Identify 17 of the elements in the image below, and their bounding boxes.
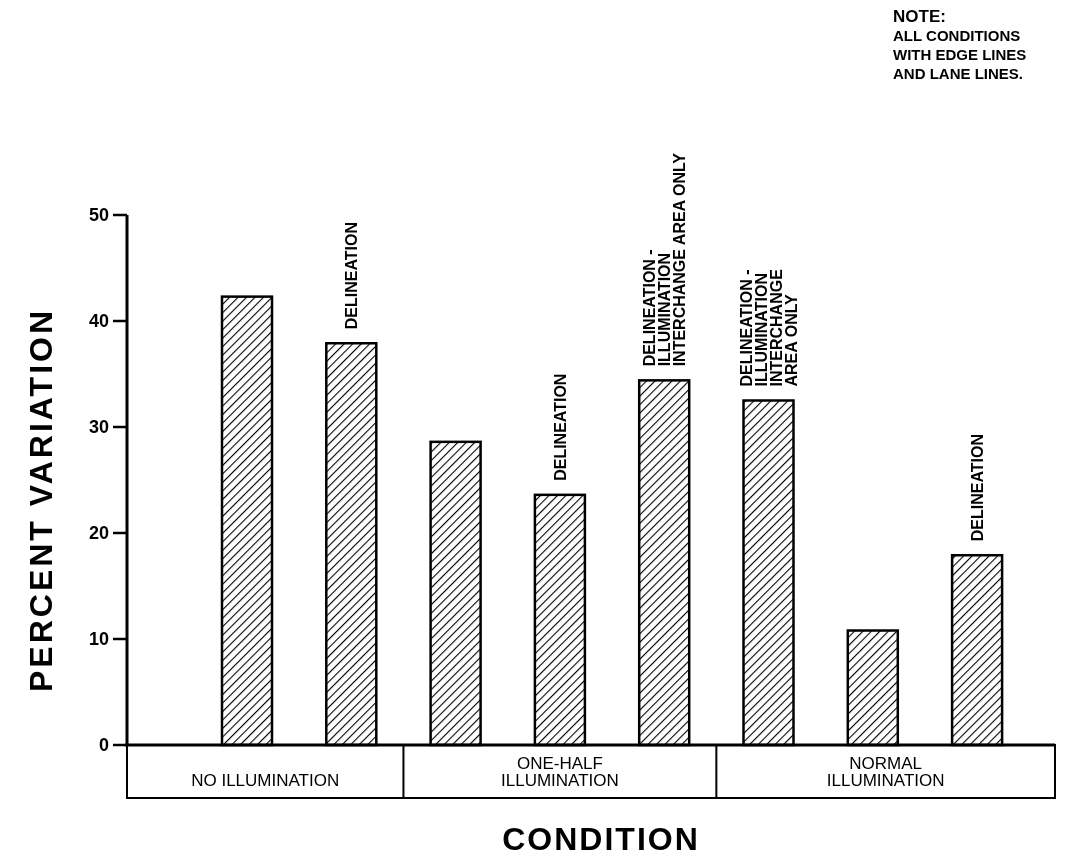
- y-tick-label: 30: [88, 417, 109, 438]
- text: NO ILLUMINATION: [191, 771, 340, 790]
- x-tick-label: DELINEATION - ILLUMINATION INTERCHANGE AREA ONLY: [738, 268, 800, 387]
- x-tick-label: DELINEATION: [969, 433, 987, 542]
- x-axis-title: CONDITION: [502, 821, 700, 857]
- y-axis-title: PERCENT VARIATION: [23, 307, 59, 693]
- y-tick-label: 10: [88, 629, 109, 650]
- y-tick-label: 50: [88, 205, 109, 226]
- y-tick-label: 0: [98, 735, 109, 756]
- y-tick-label: 20: [88, 523, 109, 544]
- text: NOTE: ALL CONDITIONS WITH EDGE LINES AND LANE LINES.: [893, 7, 1027, 82]
- text: NORMAL ILLUMINATION: [826, 754, 945, 790]
- x-tick-label: DELINEATION: [551, 373, 569, 481]
- x-tick-label: DELINEATION - ILLUMINATION INTERCHANGE AREA ONLY: [641, 152, 689, 367]
- x-tick-label: DELINEATION: [343, 221, 361, 330]
- y-tick-label: 40: [88, 311, 109, 332]
- text: ONE-HALF ILLUMINATION: [501, 754, 619, 790]
